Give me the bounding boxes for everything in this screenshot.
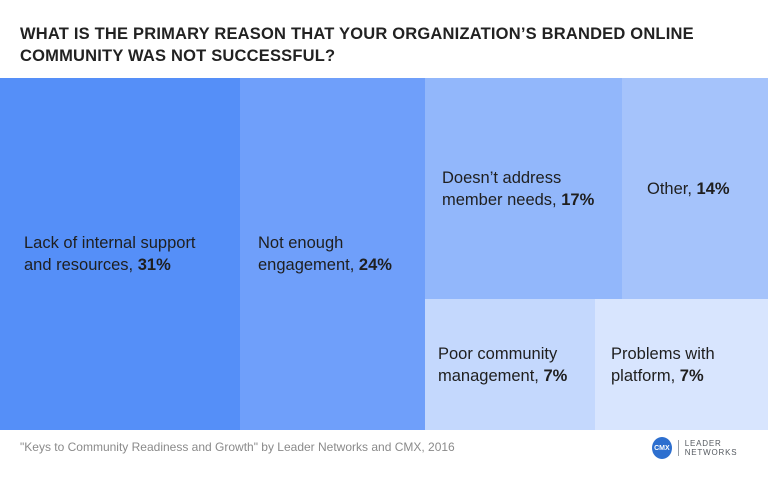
tile-not-enough-engagement-value: 24% [358, 256, 392, 274]
tile-problems-with-platform-label: Problems with platform, 7% [611, 344, 715, 385]
tile-doesnt-address-member-needs: Doesn’t address member needs, 17% [425, 78, 622, 299]
tile-poor-community-management-label: Poor community management, 7% [438, 344, 568, 385]
source-note: "Keys to Community Readiness and Growth"… [20, 440, 455, 454]
tile-not-enough-engagement-label: Not enough engagement, 24% [258, 234, 392, 274]
tile-doesnt-address-member-needs-label: Doesn’t address member needs, 17% [442, 168, 595, 209]
tile-doesnt-address-member-needs-value: 17% [561, 190, 595, 209]
tile-problems-with-platform-value: 7% [679, 366, 704, 385]
logo-divider [677, 440, 679, 456]
brand-logos: CMX LEADER NETWORKS [652, 436, 768, 460]
tile-lack-of-internal-support-value: 31% [137, 256, 171, 274]
tile-lack-of-internal-support: Lack of internal support and resources, 3… [0, 78, 240, 430]
tile-other-label: Other, 14% [647, 179, 730, 198]
tile-other-value: 14% [696, 179, 730, 198]
tile-poor-community-management-value: 7% [543, 366, 568, 385]
leader-networks-logo-text: LEADER NETWORKS [684, 439, 738, 457]
tile-other: Other, 14% [622, 78, 768, 299]
cmx-logo-icon: CMX [652, 437, 672, 459]
tile-lack-of-internal-support-label: Lack of internal support and resources, 3… [24, 234, 196, 274]
tile-not-enough-engagement: Not enough engagement, 24% [240, 78, 425, 430]
tile-problems-with-platform: Problems with platform, 7% [595, 299, 768, 430]
tile-poor-community-management: Poor community management, 7% [425, 299, 595, 430]
chart-title: WHAT IS THE PRIMARY REASON THAT YOUR ORG… [20, 23, 740, 67]
chart-title-line-2: COMMUNITY WAS NOT SUCCESSFUL? [20, 47, 336, 65]
chart-title-line-1: WHAT IS THE PRIMARY REASON THAT YOUR ORG… [20, 25, 694, 43]
